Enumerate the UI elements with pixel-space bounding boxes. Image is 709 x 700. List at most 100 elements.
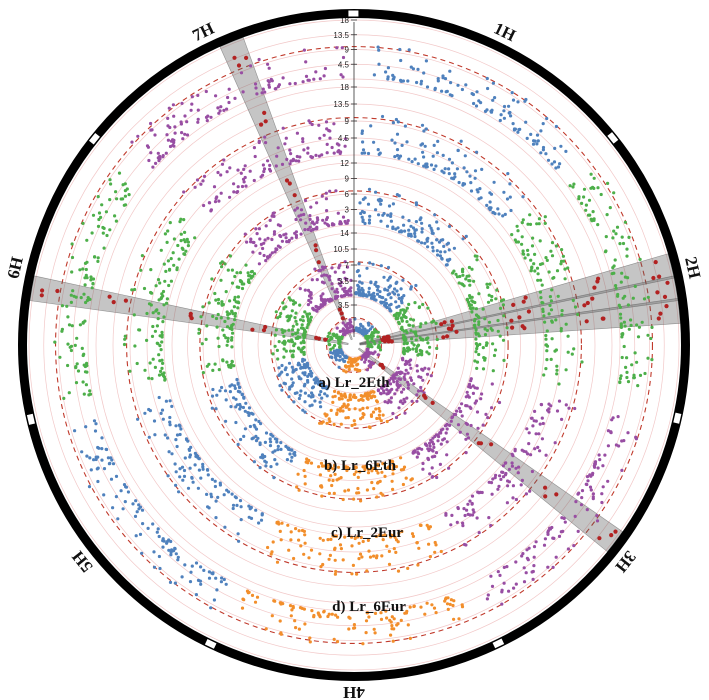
snp-point [336, 615, 340, 619]
snp-point [407, 359, 411, 363]
snp-point [396, 569, 401, 573]
snp-point [254, 244, 258, 248]
snp-point [502, 565, 506, 570]
snp-point [611, 416, 615, 420]
snp-point [343, 489, 347, 493]
snp-point [102, 493, 106, 497]
snp-point [341, 405, 345, 409]
track-3-points [188, 178, 532, 503]
snp-point [474, 399, 478, 403]
snp-point [400, 328, 405, 332]
snp-point [280, 239, 284, 243]
snp-point [327, 275, 331, 279]
snp-point [597, 453, 601, 457]
snp-point [159, 411, 163, 415]
snp-point [411, 318, 416, 322]
snp-point [622, 344, 626, 349]
snp-point [514, 466, 518, 470]
snp-point [531, 569, 535, 574]
significant-snp [236, 63, 242, 68]
snp-point [400, 316, 404, 320]
snp-point [376, 388, 380, 392]
snp-point [275, 440, 279, 444]
snp-point [216, 336, 220, 340]
snp-point [220, 385, 224, 390]
snp-point [490, 584, 495, 589]
significant-snp [386, 339, 391, 344]
snp-point [486, 285, 490, 289]
snp-point [366, 336, 370, 340]
snp-point [287, 316, 292, 320]
snp-point [243, 164, 247, 168]
snp-point [276, 444, 280, 448]
snp-point [300, 606, 304, 611]
snp-point [385, 392, 389, 396]
snp-point [389, 212, 393, 216]
snp-point [621, 241, 626, 246]
snp-point [401, 313, 406, 317]
snp-point [332, 422, 336, 427]
snp-point [416, 162, 420, 166]
snp-point [620, 271, 624, 275]
snp-point [614, 284, 618, 288]
snp-point [413, 449, 417, 453]
snp-point [361, 465, 365, 469]
snp-point [534, 432, 538, 436]
snp-point [306, 323, 310, 327]
snp-point [390, 615, 394, 619]
snp-point [510, 91, 514, 95]
snp-point [394, 415, 399, 420]
snp-point [287, 548, 291, 552]
snp-point [550, 241, 555, 245]
snp-point [375, 416, 379, 421]
snp-point [254, 434, 258, 438]
significant-snp [450, 323, 455, 328]
snp-point [222, 108, 226, 112]
snp-point [363, 221, 367, 226]
snp-point [532, 262, 536, 266]
snp-point [199, 476, 203, 480]
snp-point [448, 69, 452, 73]
snp-point [396, 120, 400, 124]
snp-point [541, 309, 545, 314]
snp-point [194, 561, 199, 565]
axis-tick-label: 9 [345, 175, 350, 184]
snp-point [226, 268, 230, 272]
snp-point [390, 624, 394, 628]
snp-point [302, 384, 306, 388]
snp-point [400, 325, 404, 329]
snp-point [319, 294, 323, 298]
snp-point [534, 540, 538, 544]
snp-point [236, 381, 240, 385]
snp-point [207, 362, 211, 366]
snp-point [309, 548, 314, 552]
snp-point [429, 163, 434, 167]
snp-point [195, 178, 200, 182]
snp-point [501, 298, 506, 302]
snp-point [292, 302, 296, 306]
snp-point [396, 366, 400, 370]
snp-point [443, 77, 448, 81]
snp-point [626, 431, 630, 435]
snp-point [392, 375, 396, 379]
snp-point [411, 534, 415, 539]
snp-point [517, 128, 521, 132]
snp-point [378, 533, 382, 537]
snp-point [445, 242, 449, 246]
snp-point [532, 139, 536, 143]
snp-point [462, 284, 466, 288]
snp-point [426, 306, 430, 310]
snp-point [287, 238, 291, 242]
snp-point [251, 240, 255, 244]
snp-point [178, 220, 182, 224]
snp-point [486, 86, 490, 91]
snp-point [397, 377, 401, 381]
snp-point [438, 431, 442, 435]
snp-point [419, 605, 423, 609]
snp-point [90, 231, 94, 235]
snp-point [289, 614, 293, 618]
snp-point [66, 315, 70, 319]
snp-point [430, 241, 434, 245]
snp-point [446, 596, 450, 600]
chromosome-label-4H: 4H [343, 683, 365, 700]
